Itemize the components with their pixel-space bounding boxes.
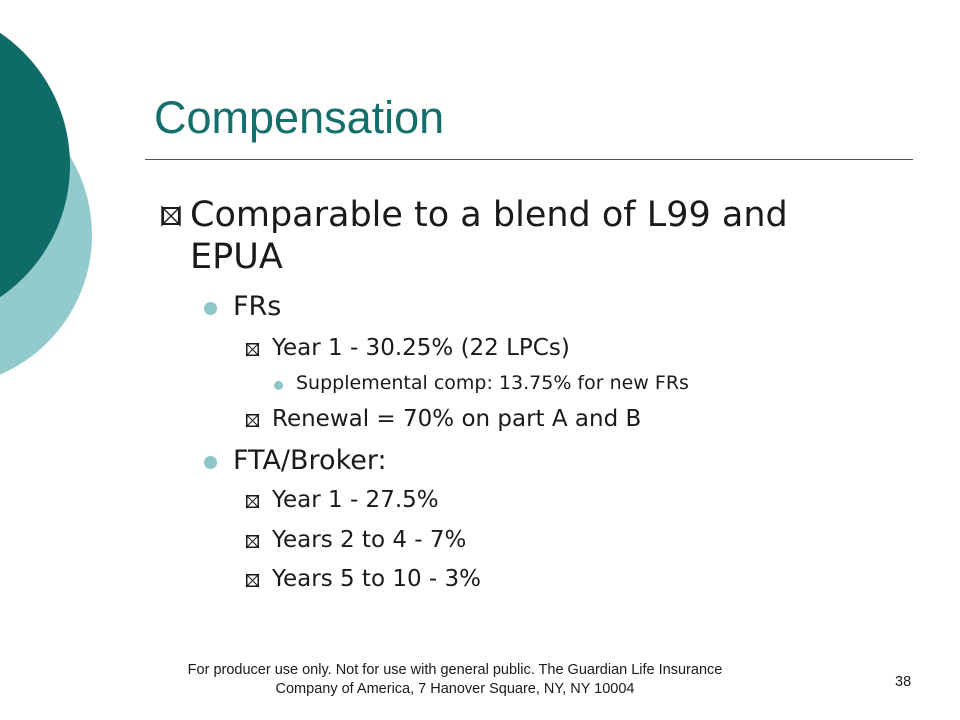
bullet-frs: FRs bbox=[204, 291, 282, 322]
bullet-fta-broker-text: FTA/Broker: bbox=[233, 445, 387, 476]
hollow-square-bullet-icon bbox=[245, 494, 260, 509]
dark-teal-circle bbox=[0, 32, 70, 298]
bullet-fta-years2-4: Years 2 to 4 - 7% bbox=[245, 527, 467, 553]
hollow-square-bullet-icon bbox=[161, 205, 181, 227]
bullet-fta-year1-text: Year 1 - 27.5% bbox=[272, 487, 439, 513]
decorative-circles bbox=[0, 32, 92, 375]
bullet-fta-broker: FTA/Broker: bbox=[204, 445, 387, 476]
title-divider bbox=[145, 159, 913, 160]
page-number: 38 bbox=[895, 674, 912, 690]
slide-title: Compensation bbox=[154, 92, 445, 143]
bullet-dot-icon bbox=[274, 381, 283, 390]
bullet-dot-icon bbox=[204, 456, 217, 469]
footer-line2: Company of America, 7 Hanover Square, NY… bbox=[275, 681, 635, 697]
bullet-frs-year1: Year 1 - 30.25% (22 LPCs) bbox=[245, 335, 570, 361]
hollow-square-bullet-icon bbox=[245, 534, 260, 549]
bullet-dot-icon bbox=[204, 302, 217, 315]
bullet-level1-text: Comparable to a blend of L99 and EPUA bbox=[190, 195, 788, 277]
bullet-frs-renewal: Renewal = 70% on part A and B bbox=[245, 406, 642, 432]
footer-line1: For producer use only. Not for use with … bbox=[187, 662, 723, 678]
footer-disclaimer: For producer use only. Not for use with … bbox=[110, 661, 800, 699]
bullet-frs-renewal-text: Renewal = 70% on part A and B bbox=[272, 406, 642, 432]
bullet-level1: Comparable to a blend of L99 and EPUA bbox=[161, 194, 890, 278]
bullet-fta-year1: Year 1 - 27.5% bbox=[245, 487, 439, 513]
bullet-frs-text: FRs bbox=[233, 291, 282, 322]
bullet-supplemental-comp: Supplemental comp: 13.75% for new FRs bbox=[274, 372, 689, 394]
bullet-fta-years2-4-text: Years 2 to 4 - 7% bbox=[272, 527, 467, 553]
hollow-square-bullet-icon bbox=[245, 573, 260, 588]
bullet-frs-year1-text: Year 1 - 30.25% (22 LPCs) bbox=[272, 335, 570, 361]
bullet-supplemental-comp-text: Supplemental comp: 13.75% for new FRs bbox=[296, 372, 689, 394]
bullet-fta-years5-10-text: Years 5 to 10 - 3% bbox=[272, 566, 482, 592]
hollow-square-bullet-icon bbox=[245, 413, 260, 428]
bullet-fta-years5-10: Years 5 to 10 - 3% bbox=[245, 566, 482, 592]
hollow-square-bullet-icon bbox=[245, 342, 260, 357]
